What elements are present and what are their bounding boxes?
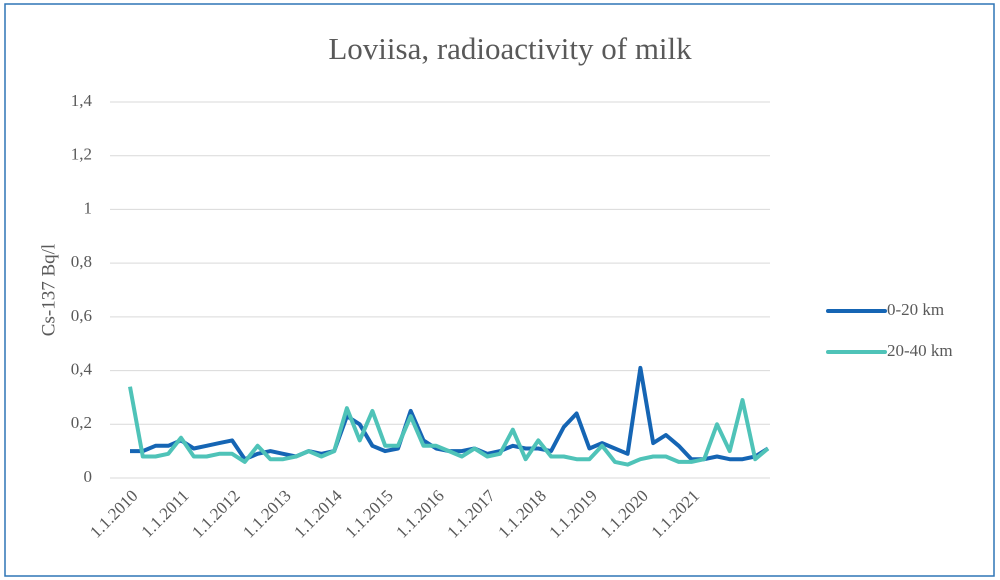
y-tick-label: 0,8 <box>71 252 92 271</box>
y-tick-label: 1 <box>84 198 93 217</box>
y-tick-label: 0,4 <box>71 359 93 378</box>
chart-frame <box>4 3 995 577</box>
legend-label: 0-20 km <box>887 300 944 319</box>
y-tick-label: 0 <box>84 467 93 486</box>
chart-title: Loviisa, radioactivity of milk <box>328 31 692 66</box>
y-axis-label: Cs-137 Bq/l <box>38 244 59 336</box>
y-tick-label: 0,2 <box>71 413 92 432</box>
legend-label: 20-40 km <box>887 341 953 360</box>
y-tick-label: 1,4 <box>71 91 93 110</box>
y-tick-label: 0,6 <box>71 306 92 325</box>
y-tick-label: 1,2 <box>71 145 92 164</box>
series-line <box>128 386 770 467</box>
